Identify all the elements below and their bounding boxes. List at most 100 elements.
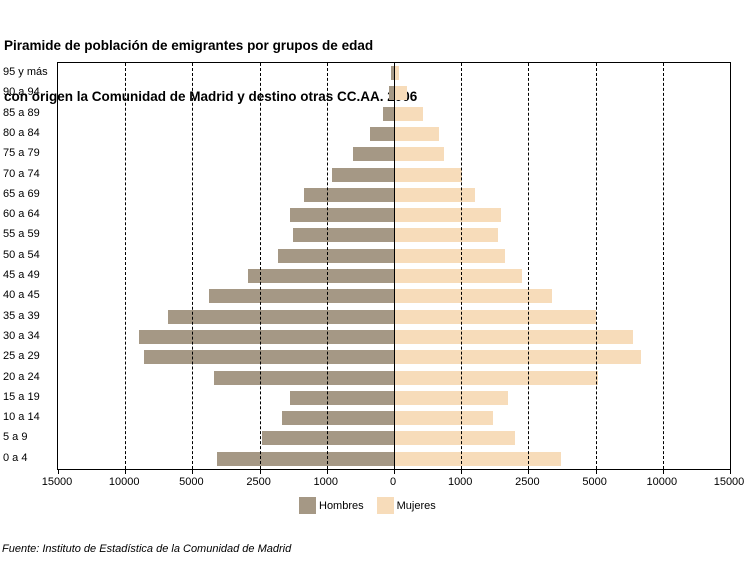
x-tick-mark: [662, 469, 664, 474]
x-tick-label: 1000: [313, 476, 339, 488]
bar-mujeres-35-a-39: [394, 309, 597, 324]
bar-mujeres-10-a-14: [394, 411, 493, 426]
age-label-95-y-más: 95 y más: [3, 66, 48, 78]
gridline: [192, 63, 194, 469]
legend-label-mujeres: Mujeres: [396, 499, 436, 512]
x-tick-mark: [730, 469, 731, 474]
x-tick-mark: [595, 469, 597, 474]
bar-hombres-5-a-9: [261, 431, 394, 446]
age-label-50-a-54: 50 a 54: [3, 248, 40, 261]
age-label-10-a-14: 10 a 14: [3, 411, 40, 424]
bar-hombres-0-a-4: [217, 451, 394, 466]
legend-swatch-mujeres: [376, 497, 394, 514]
age-label-15-a-19: 15 a 19: [3, 390, 40, 403]
x-tick-label: 0: [389, 476, 397, 488]
age-label-70-a-74: 70 a 74: [3, 167, 40, 180]
gridline: [125, 63, 127, 469]
zero-axis-line: [394, 63, 395, 469]
bar-hombres-90-a-94: [389, 86, 394, 101]
gridline: [326, 63, 328, 469]
x-tick-label: 1000: [447, 476, 473, 488]
bar-mujeres-65-a-69: [394, 187, 476, 202]
source-note: Fuente: Instituto de Estadística de la C…: [2, 543, 292, 555]
age-label-40-a-45: 40 a 45: [3, 289, 40, 302]
bar-hombres-15-a-19: [290, 390, 394, 405]
gridline: [461, 63, 463, 469]
bar-mujeres-20-a-24: [394, 370, 599, 385]
bar-hombres-75-a-79: [352, 147, 394, 162]
bar-mujeres-50-a-54: [394, 248, 505, 263]
x-tick-mark: [461, 469, 463, 474]
bar-hombres-80-a-84: [369, 126, 394, 141]
bar-hombres-65-a-69: [304, 187, 394, 202]
bar-mujeres-70-a-74: [394, 167, 462, 182]
bar-hombres-35-a-39: [168, 309, 394, 324]
age-label-75-a-79: 75 a 79: [3, 147, 40, 160]
bar-mujeres-40-a-45: [394, 289, 553, 304]
bar-hombres-20-a-24: [213, 370, 394, 385]
chart-title-line1: Piramide de población de emigrantes por …: [4, 38, 374, 53]
x-tick-mark: [528, 469, 530, 474]
bar-hombres-50-a-54: [277, 248, 394, 263]
gridline: [595, 63, 597, 469]
bar-hombres-30-a-34: [138, 329, 394, 344]
gridline: [528, 63, 530, 469]
age-label-65-a-69: 65 a 69: [3, 187, 40, 200]
bar-mujeres-80-a-84: [394, 126, 440, 141]
x-tick-label: 2500: [515, 476, 540, 488]
bar-mujeres-5-a-9: [394, 431, 515, 446]
age-label-60-a-64: 60 a 64: [3, 208, 40, 221]
x-tick-mark: [394, 469, 395, 474]
age-label-20-a-24: 20 a 24: [3, 370, 40, 383]
age-label-90-a-94: 90 a 94: [3, 86, 40, 99]
bar-mujeres-90-a-94: [394, 86, 408, 101]
x-tick-label: 15000: [713, 476, 745, 488]
age-label-85-a-89: 85 a 89: [3, 106, 40, 119]
bar-hombres-55-a-59: [292, 228, 394, 243]
legend-label-hombres: Hombres: [319, 499, 364, 512]
bar-mujeres-30-a-34: [394, 329, 634, 344]
x-tick-mark: [125, 469, 127, 474]
x-tick-mark: [192, 469, 194, 474]
gridline: [662, 63, 664, 469]
bar-hombres-10-a-14: [282, 411, 394, 426]
age-label-25-a-29: 25 a 29: [3, 350, 40, 363]
bar-mujeres-60-a-64: [394, 208, 502, 223]
bar-mujeres-85-a-89: [394, 106, 423, 121]
x-tick-mark: [58, 469, 59, 474]
bar-mujeres-55-a-59: [394, 228, 499, 243]
legend-swatch-hombres: [299, 497, 316, 514]
bar-hombres-25-a-29: [144, 350, 394, 365]
x-tick-mark: [326, 469, 328, 474]
x-tick-label: 10000: [646, 476, 678, 488]
bar-hombres-95-y-más: [391, 66, 394, 80]
bar-mujeres-75-a-79: [394, 147, 445, 162]
gridline: [259, 63, 261, 469]
bar-hombres-40-a-45: [208, 289, 394, 304]
bar-mujeres-15-a-19: [394, 390, 509, 405]
bar-mujeres-25-a-29: [394, 350, 642, 365]
x-tick-mark: [259, 469, 261, 474]
x-tick-label: 15000: [41, 476, 73, 488]
bar-mujeres-95-y-más: [394, 66, 400, 80]
bar-hombres-45-a-49: [248, 269, 394, 283]
bar-mujeres-45-a-49: [394, 269, 522, 283]
x-tick-label: 5000: [582, 476, 607, 488]
bar-hombres-70-a-74: [331, 167, 394, 182]
x-tick-label: 10000: [108, 476, 140, 488]
age-label-45-a-49: 45 a 49: [3, 269, 40, 281]
bar-mujeres-0-a-4: [394, 451, 561, 466]
legend: Hombres Mujeres: [299, 497, 449, 514]
x-tick-label: 5000: [179, 476, 204, 488]
bar-hombres-85-a-89: [382, 106, 394, 121]
bar-hombres-60-a-64: [290, 208, 394, 223]
age-label-0-a-4: 0 a 4: [3, 451, 28, 464]
age-label-80-a-84: 80 a 84: [3, 126, 40, 139]
age-label-35-a-39: 35 a 39: [3, 309, 40, 322]
age-label-55-a-59: 55 a 59: [3, 228, 40, 241]
plot-box: [57, 62, 731, 474]
age-label-5-a-9: 5 a 9: [3, 431, 28, 444]
x-tick-label: 2500: [246, 476, 271, 488]
age-label-30-a-34: 30 a 34: [3, 329, 40, 342]
